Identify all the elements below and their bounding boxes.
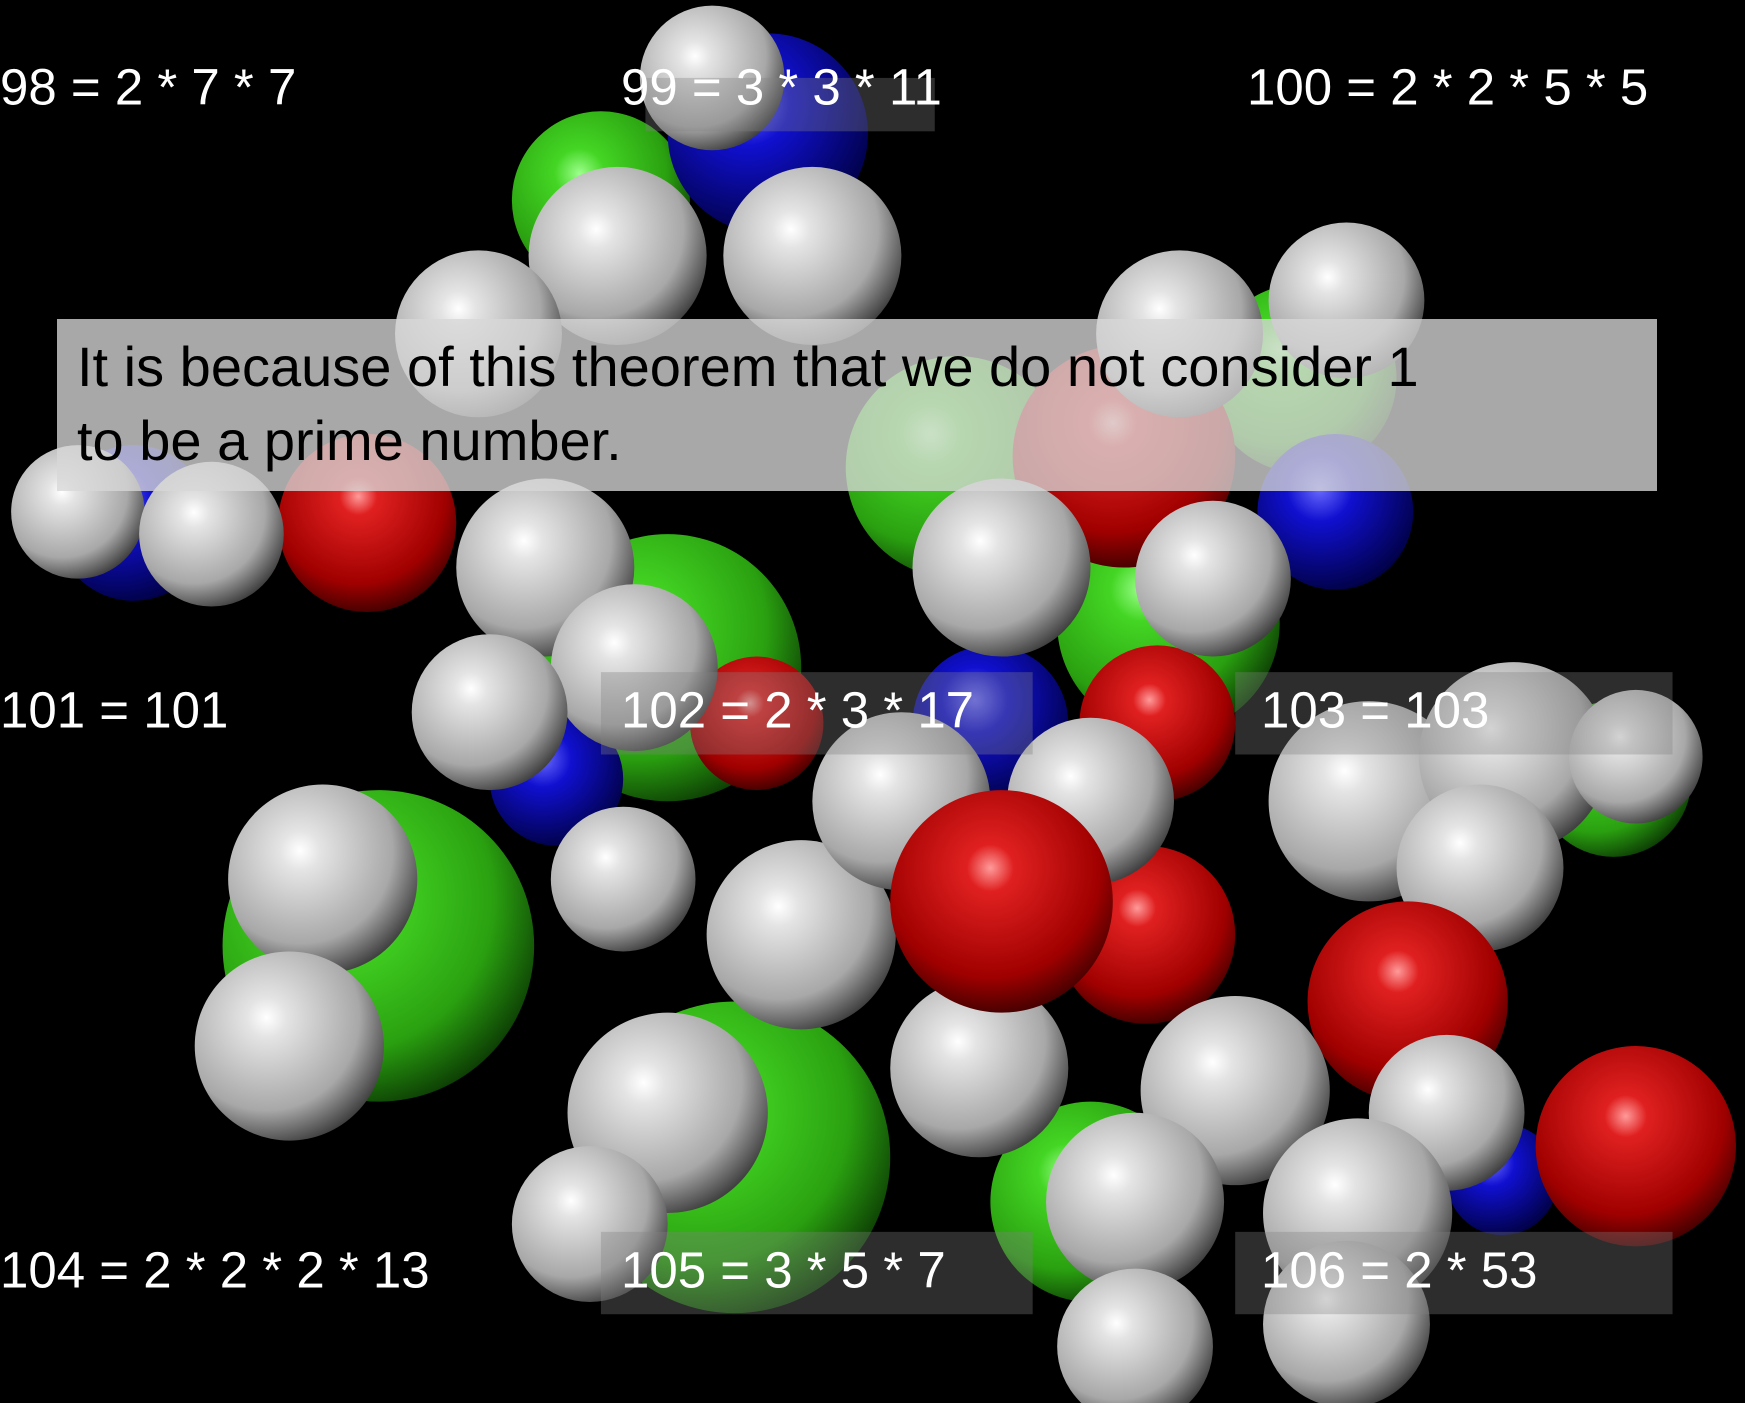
factorization: 105 = 3 * 5 * 7 bbox=[621, 1241, 946, 1298]
atom-sphere bbox=[723, 167, 901, 345]
atom-sphere bbox=[228, 785, 417, 974]
atom-sphere bbox=[551, 807, 696, 952]
atom-sphere bbox=[912, 479, 1090, 657]
factorization: 98 = 2 * 7 * 7 bbox=[0, 58, 296, 115]
atom-sphere bbox=[1536, 1046, 1736, 1246]
factorization: 101 = 101 bbox=[0, 681, 228, 738]
factorization: 99 = 3 * 3 * 11 bbox=[621, 58, 942, 115]
factorization: 104 = 2 * 2 * 2 * 13 bbox=[0, 1241, 430, 1298]
note-line: to be a prime number. bbox=[77, 409, 622, 472]
atom-sphere bbox=[1135, 501, 1291, 657]
atom-sphere bbox=[890, 790, 1113, 1013]
atom-sphere bbox=[1046, 1113, 1224, 1291]
factorization: 103 = 103 bbox=[1261, 681, 1489, 738]
factorization: 100 = 2 * 2 * 5 * 5 bbox=[1247, 58, 1648, 115]
note-line: It is because of this theorem that we do… bbox=[77, 335, 1419, 398]
atom-sphere bbox=[412, 634, 568, 790]
atom-sphere bbox=[195, 951, 384, 1140]
slide: It is because of this theorem that we do… bbox=[0, 0, 1745, 1403]
factorization: 106 = 2 * 53 bbox=[1261, 1241, 1538, 1298]
factorization: 102 = 2 * 3 * 17 bbox=[621, 681, 974, 738]
